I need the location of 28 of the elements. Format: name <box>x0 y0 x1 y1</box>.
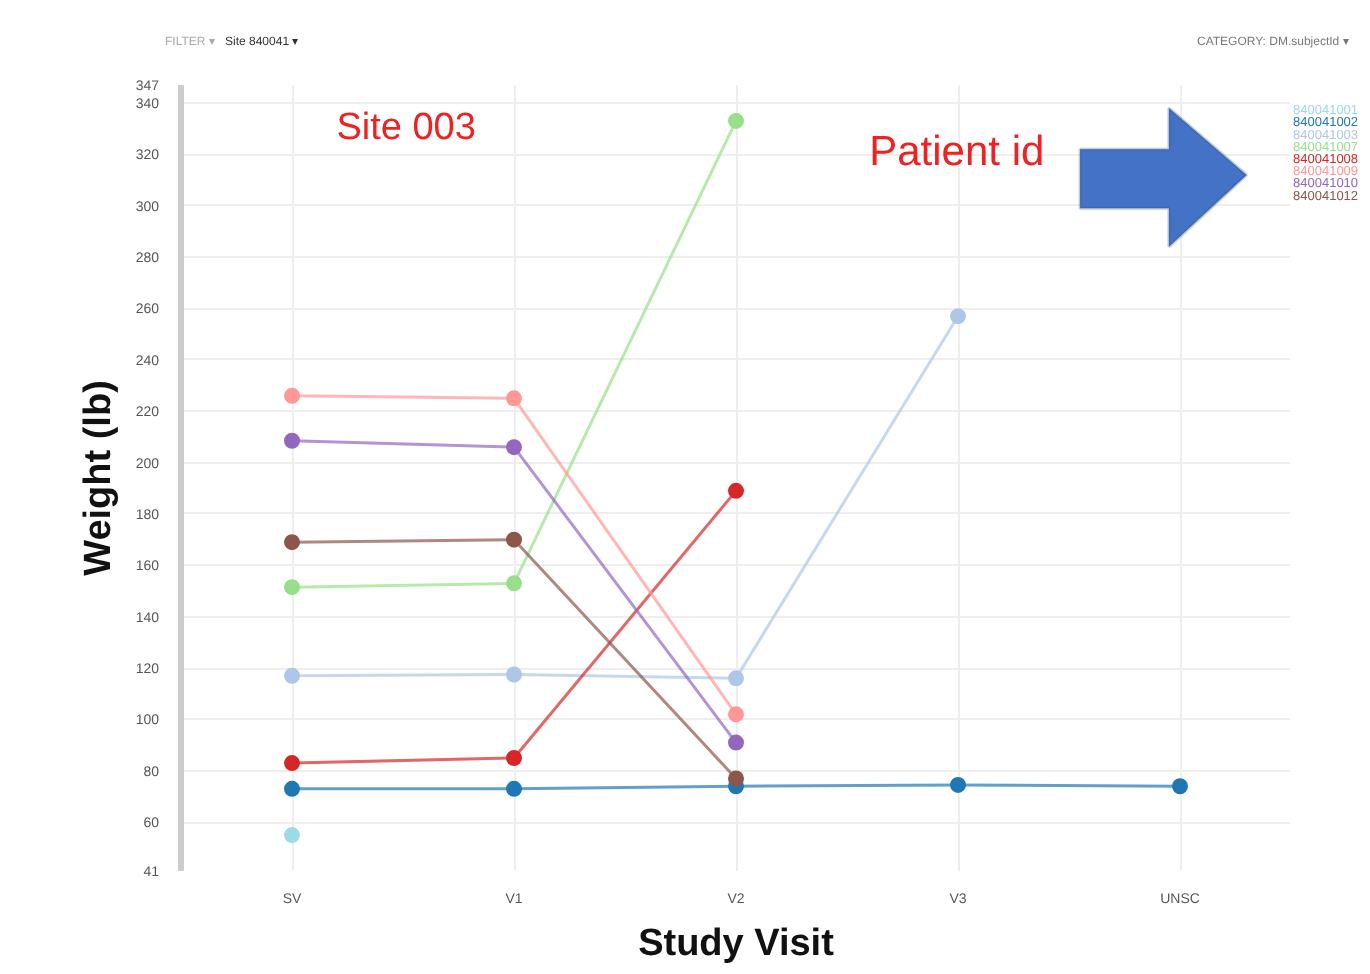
point <box>728 706 744 723</box>
point <box>506 390 522 407</box>
annotation: Patient id <box>869 128 1045 175</box>
x-axis-title: Study Visit <box>638 923 836 965</box>
point <box>728 670 744 687</box>
point <box>728 482 744 499</box>
point <box>284 432 300 449</box>
point <box>506 531 522 548</box>
point <box>950 308 966 325</box>
point <box>284 780 300 797</box>
annotation: Site 003 <box>336 107 476 150</box>
point <box>1172 778 1188 795</box>
point <box>728 770 744 787</box>
point <box>284 579 300 596</box>
point <box>728 734 744 751</box>
point <box>506 575 522 592</box>
point <box>284 827 300 844</box>
point <box>506 666 522 683</box>
point <box>284 667 300 684</box>
point <box>284 755 300 772</box>
y-axis-title: Weight (lb) <box>77 380 120 576</box>
point <box>950 776 966 793</box>
point <box>284 387 300 404</box>
point <box>506 780 522 797</box>
point <box>506 439 522 456</box>
point <box>506 749 522 766</box>
point <box>284 534 300 551</box>
point <box>728 112 744 129</box>
